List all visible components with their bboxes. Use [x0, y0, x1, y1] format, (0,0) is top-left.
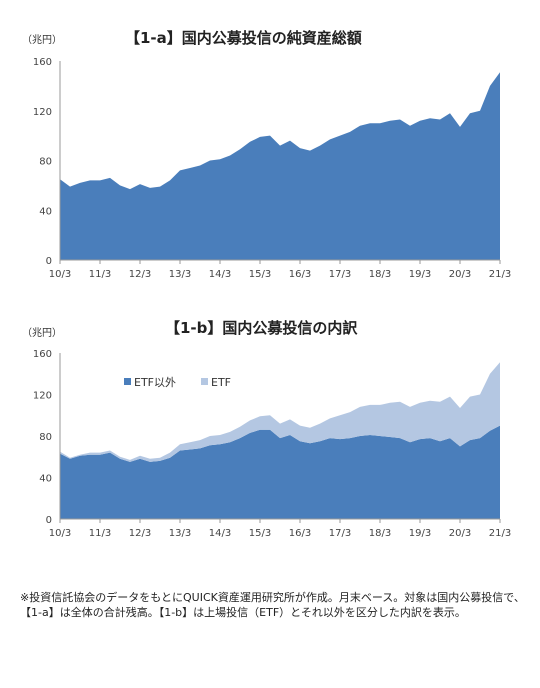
x-tick-label: 17/3	[329, 269, 351, 280]
x-tick-label: 17/3	[329, 528, 351, 539]
y-tick-label: 0	[46, 256, 52, 267]
y-tick-label: 120	[33, 391, 52, 402]
x-tick-label: 11/3	[89, 528, 111, 539]
y-tick-label: 40	[39, 206, 52, 217]
chart-b-title: 【1-b】国内公募投信の内訳	[165, 319, 358, 337]
x-tick-label: 14/3	[209, 528, 231, 539]
x-tick-label: 11/3	[89, 269, 111, 280]
x-tick-label: 21/3	[489, 528, 511, 539]
chart-a-title: 【1-a】国内公募投信の純資産総額	[125, 29, 362, 47]
x-tick-label: 19/3	[409, 528, 431, 539]
x-tick-label: 15/3	[249, 269, 271, 280]
breakdown-stacked-area-chart: 0 40 80 120 160 10/3 11/3 12/3 13/3 14/3 15/3 16/3 1…	[33, 349, 511, 539]
legend-label: ETF以外	[134, 376, 176, 389]
chart-a-unit-label: （兆円）	[22, 35, 62, 46]
x-tick-label: 13/3	[169, 528, 191, 539]
y-tick-label: 160	[33, 57, 52, 68]
series-area-total	[60, 72, 500, 260]
x-tick-label: 16/3	[289, 528, 311, 539]
x-tick-label: 12/3	[129, 528, 151, 539]
x-tick-label: 12/3	[129, 269, 151, 280]
x-tick-label: 10/3	[49, 269, 71, 280]
x-tick-label: 14/3	[209, 269, 231, 280]
y-tick-label: 120	[33, 107, 52, 118]
x-tick-label: 20/3	[449, 269, 471, 280]
x-tick-label: 13/3	[169, 269, 191, 280]
x-tick-label: 10/3	[49, 528, 71, 539]
x-tick-label: 18/3	[369, 269, 391, 280]
y-tick-label: 0	[46, 515, 52, 526]
x-tick-label: 18/3	[369, 528, 391, 539]
x-tick-label: 20/3	[449, 528, 471, 539]
legend-label: ETF	[211, 376, 231, 389]
series-area-non-etf	[60, 425, 500, 519]
y-tick-label: 80	[39, 157, 52, 168]
footnote: ※投資信託協会のデータをもとにQUICK資産運用研究所が作成。月末ベース。対象は…	[20, 591, 525, 619]
y-tick-label: 80	[39, 432, 52, 443]
x-tick-label: 21/3	[489, 269, 511, 280]
total-net-assets-area-chart: 0 40 80 120 160 10/3 11/3 12/3 13/3 14/3 15/3 16/3 1…	[33, 57, 511, 280]
chart-b-unit-label: （兆円）	[22, 328, 62, 339]
legend-swatch	[124, 378, 131, 385]
series-area-etf	[60, 362, 500, 462]
x-tick-label: 15/3	[249, 528, 271, 539]
x-tick-label: 19/3	[409, 269, 431, 280]
x-tick-label: 16/3	[289, 269, 311, 280]
y-tick-label: 40	[39, 474, 52, 485]
legend-swatch	[201, 378, 208, 385]
y-tick-label: 160	[33, 349, 52, 360]
